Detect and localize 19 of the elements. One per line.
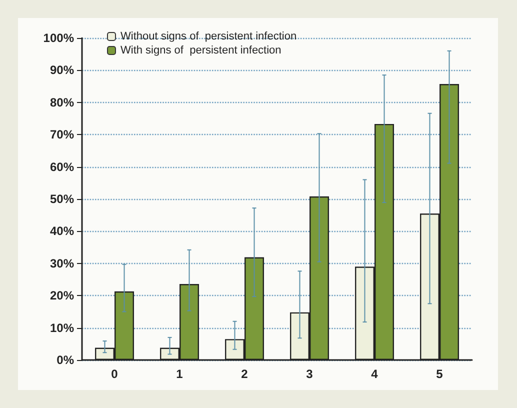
y-tick-label: 50%	[50, 192, 74, 206]
x-tick-label: 2	[241, 367, 248, 381]
y-tick-label: 90%	[50, 63, 74, 78]
x-tick-label: 1	[176, 367, 184, 381]
y-tick-label: 20%	[50, 288, 74, 303]
y-tick-label: 0%	[56, 353, 74, 367]
legend-label: With signs of persistent infection	[120, 44, 282, 56]
y-tick-label: 10%	[50, 320, 74, 335]
y-tick-label: 70%	[50, 128, 74, 142]
x-tick-label: 4	[371, 367, 378, 381]
x-tick-label: 5	[436, 367, 444, 381]
x-tick-label: 0	[111, 367, 118, 381]
y-tick-label: 60%	[50, 160, 74, 174]
y-tick-label: 80%	[50, 95, 74, 110]
y-tick-label: 100%	[43, 31, 74, 45]
y-tick-label: 40%	[50, 224, 74, 238]
x-tick-label: 3	[306, 367, 314, 381]
legend-label: Without signs of persistent infection	[120, 30, 297, 42]
y-tick-label: 30%	[50, 256, 74, 270]
